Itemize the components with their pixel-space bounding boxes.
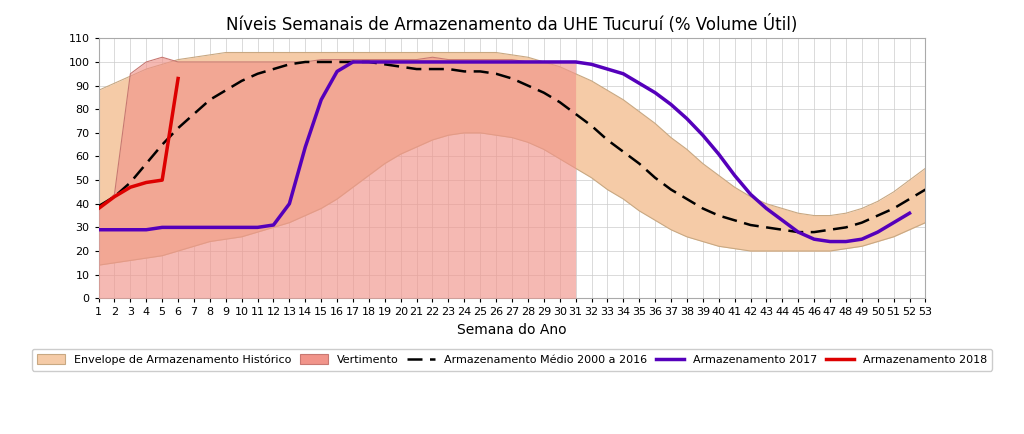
X-axis label: Semana do Ano: Semana do Ano: [457, 323, 567, 337]
Legend: Envelope de Armazenamento Histórico, Vertimento, Armazenamento Médio 2000 a 2016: Envelope de Armazenamento Histórico, Ver…: [32, 349, 992, 371]
Title: Níveis Semanais de Armazenamento da UHE Tucuruí (% Volume Útil): Níveis Semanais de Armazenamento da UHE …: [226, 15, 798, 34]
